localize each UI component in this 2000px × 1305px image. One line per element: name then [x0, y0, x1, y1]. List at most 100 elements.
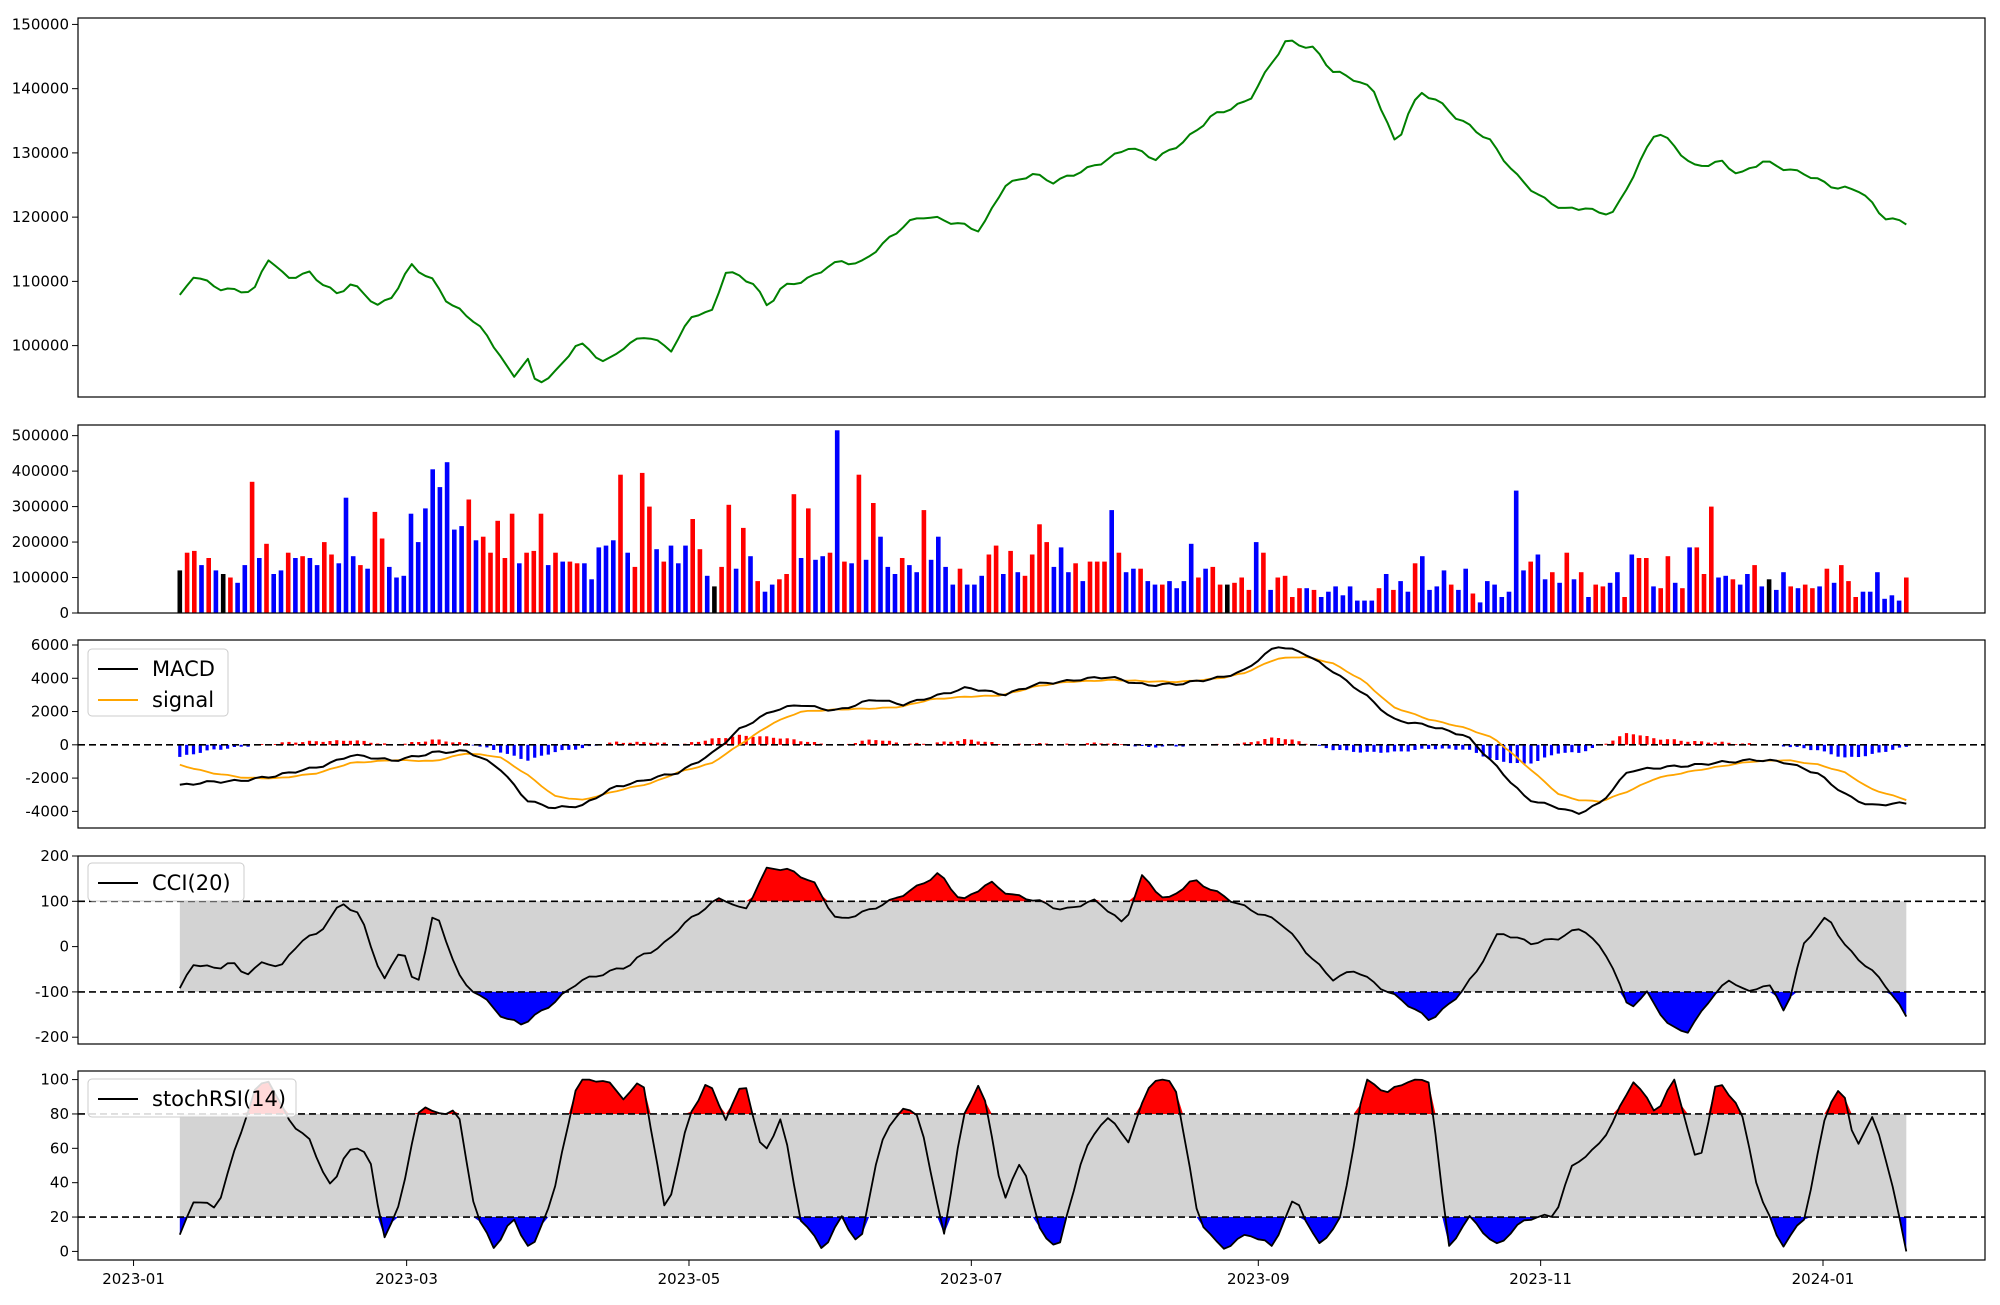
volume-bar [1867, 591, 1873, 613]
volume-bar [1615, 572, 1620, 613]
volume-bar [560, 561, 565, 613]
macd-histogram-bar [1652, 738, 1656, 745]
volume-bar [1463, 568, 1468, 613]
macd-histogram-bar [1631, 734, 1635, 745]
macd-histogram-bar [717, 738, 721, 745]
x-tick-label: 2023-01 [102, 1270, 165, 1288]
volume-bar [300, 556, 305, 613]
volume-bar [820, 556, 825, 613]
macd-histogram-bar [792, 739, 796, 745]
volume-bar [1058, 547, 1064, 613]
macd-histogram-bar [430, 739, 434, 745]
volume-bar [213, 570, 219, 613]
macd-histogram-bar [1543, 744, 1547, 758]
volume-bar [1470, 593, 1476, 613]
macd-legend: MACD signal [87, 648, 229, 717]
macd-histogram-bar [608, 742, 612, 745]
macd-histogram-bar [178, 744, 182, 757]
macd-histogram-bar [949, 741, 953, 745]
volume-bar [777, 579, 782, 613]
macd-histogram-bar [294, 742, 298, 745]
macd-panel: -4000 -2000 0 2000 4000 6000 [25, 636, 1986, 829]
macd-histogram-bar [1379, 744, 1383, 753]
cci-ytick-label: -200 [35, 1028, 69, 1046]
macd-histogram-bar [1352, 744, 1356, 752]
macd-histogram-bar [1713, 742, 1717, 745]
volume-bar [192, 550, 197, 613]
macd-ytick-label: 6000 [31, 636, 69, 654]
macd-histogram-bar [649, 742, 653, 745]
macd-histogram-bar [1884, 744, 1888, 752]
volume-bar [1904, 577, 1909, 613]
macd-histogram-bar [1392, 744, 1397, 752]
macd-histogram-bar [1461, 744, 1465, 750]
macd-ytick-label: 2000 [31, 703, 69, 721]
volume-bar [1658, 588, 1663, 613]
volume-ytick-label: 400000 [12, 462, 69, 480]
volume-bar [1420, 556, 1425, 613]
macd-histogram-bar [444, 741, 448, 745]
macd-histogram-bar [1031, 744, 1035, 745]
volume-bar [834, 430, 840, 613]
volume-bar [350, 556, 356, 613]
cci-ytick-label: 0 [59, 938, 69, 956]
volume-bar [632, 566, 638, 613]
volume-bar [387, 566, 392, 613]
macd-histogram-bar [915, 742, 919, 745]
volume-bar [1477, 602, 1483, 613]
volume-bar [1109, 510, 1114, 613]
macd-histogram-bar [1686, 741, 1690, 745]
macd-histogram-bar [806, 741, 810, 745]
volume-bar [235, 582, 240, 613]
macd-histogram-bar [260, 744, 264, 745]
volume-bar [878, 536, 883, 613]
volume-bar [798, 558, 804, 613]
volume-bar [871, 503, 876, 613]
macd-histogram-bar [731, 736, 735, 745]
macd-histogram-bar [1856, 744, 1861, 757]
macd-histogram-bar [383, 743, 387, 745]
volume-bar [1513, 490, 1519, 613]
macd-histogram-bar [1365, 744, 1369, 752]
macd-histogram-bar [1645, 736, 1649, 745]
macd-histogram-bar [348, 740, 352, 745]
macd-histogram-bar [219, 744, 223, 750]
macd-histogram-bar [635, 741, 639, 745]
macd-histogram-bar [232, 744, 236, 747]
volume-bar [1492, 584, 1497, 613]
volume-bar [1535, 554, 1541, 613]
cci-legend: CCI(20) [87, 862, 245, 902]
stochrsi-overbought-fill [179, 1079, 1907, 1114]
volume-bar [1846, 581, 1851, 613]
volume-bar [603, 545, 609, 613]
volume-bar [379, 538, 385, 613]
volume-bar [1593, 584, 1598, 613]
macd-histogram-bar [1447, 744, 1451, 749]
volume-bar [1817, 586, 1822, 613]
macd-histogram-bar [737, 734, 741, 745]
macd-histogram-bar [464, 743, 468, 745]
macd-histogram-bar [205, 744, 209, 751]
volume-bar [415, 542, 421, 613]
macd-histogram-bar [860, 740, 864, 745]
volume-bar [1073, 563, 1078, 613]
volume-bar [957, 568, 963, 613]
volume-bar [1376, 588, 1382, 613]
volume-bar [589, 579, 594, 613]
volume-bar [249, 481, 255, 613]
volume-bar [1167, 581, 1172, 613]
macd-histogram-bar [307, 740, 312, 745]
macd-histogram-bar [703, 740, 707, 745]
volume-bar [1644, 558, 1649, 613]
x-tick-label: 2023-11 [1509, 1270, 1572, 1288]
volume-bar [661, 561, 667, 613]
macd-histogram-bar [1242, 742, 1246, 745]
volume-bar [1781, 572, 1786, 613]
macd-histogram-bar [362, 740, 366, 745]
volume-bar [704, 575, 710, 613]
macd-histogram-bar [226, 744, 230, 749]
volume-bar [1795, 588, 1801, 613]
volume-bar [899, 558, 905, 613]
volume-bar [574, 563, 580, 613]
macd-histogram-bar [1160, 744, 1165, 747]
